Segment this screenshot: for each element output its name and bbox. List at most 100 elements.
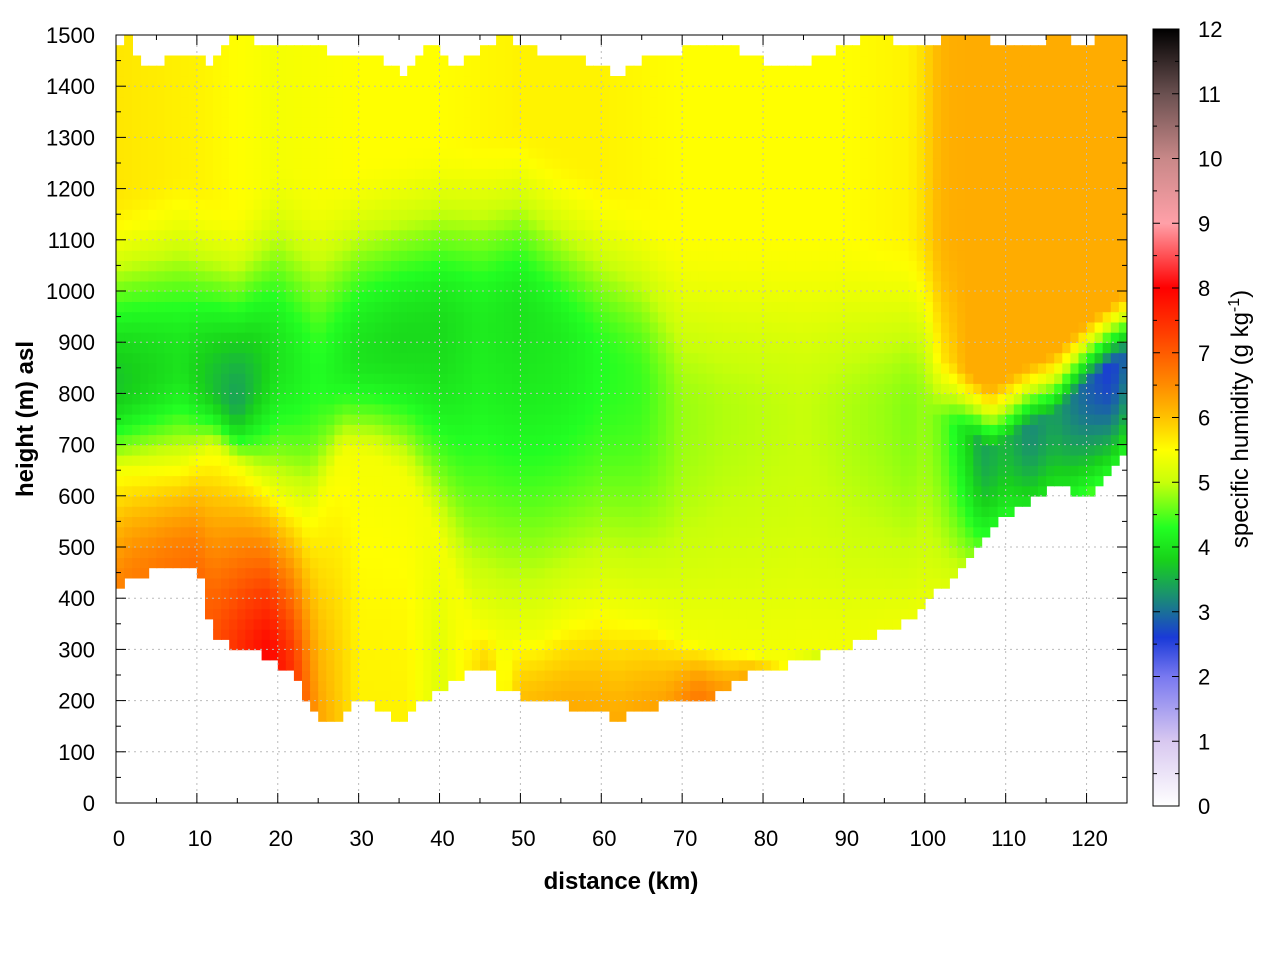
heatmap-cell xyxy=(714,65,724,77)
heatmap-cell xyxy=(302,147,311,159)
heatmap-cell xyxy=(439,352,449,364)
heatmap-cell xyxy=(350,332,360,343)
heatmap-cell xyxy=(277,639,287,651)
heatmap-cell xyxy=(447,270,457,282)
heatmap-cell xyxy=(471,639,481,651)
heatmap-cell xyxy=(706,280,716,292)
heatmap-cell xyxy=(407,352,417,364)
heatmap-cell xyxy=(261,239,271,251)
heatmap-cell xyxy=(609,557,619,569)
heatmap-cell xyxy=(682,465,692,477)
heatmap-cell xyxy=(674,639,683,651)
heatmap-cell xyxy=(156,454,166,466)
heatmap-cell xyxy=(609,219,619,231)
heatmap-cell xyxy=(132,116,142,128)
heatmap-cell xyxy=(520,690,530,702)
heatmap-cell xyxy=(609,444,619,456)
heatmap-cell xyxy=(205,188,214,200)
heatmap-cell xyxy=(552,444,562,456)
heatmap-cell xyxy=(617,454,627,466)
heatmap-cell xyxy=(229,270,239,282)
heatmap-cell xyxy=(512,301,522,313)
heatmap-cell xyxy=(536,403,546,415)
heatmap-cell xyxy=(714,659,724,671)
heatmap-cell xyxy=(447,434,457,446)
heatmap-cell xyxy=(374,659,384,671)
heatmap-cell xyxy=(334,495,344,507)
heatmap-cell xyxy=(471,506,481,517)
heatmap-cell xyxy=(277,321,287,333)
heatmap-cell xyxy=(399,209,408,221)
heatmap-cell xyxy=(746,485,756,497)
heatmap-cell xyxy=(415,55,425,67)
heatmap-cell xyxy=(568,577,578,589)
heatmap-cell xyxy=(568,291,578,302)
heatmap-cell xyxy=(480,116,489,128)
heatmap-cell xyxy=(334,147,344,159)
heatmap-cell xyxy=(455,260,465,272)
heatmap-cell xyxy=(488,475,497,487)
heatmap-cell xyxy=(269,127,279,139)
heatmap-cell xyxy=(698,465,708,477)
heatmap-cell xyxy=(237,157,247,169)
heatmap-cell xyxy=(358,588,368,599)
heatmap-cell xyxy=(544,577,554,589)
heatmap-cell xyxy=(609,588,619,599)
heatmap-cell xyxy=(755,639,764,651)
heatmap-cell xyxy=(730,424,740,436)
heatmap-cell xyxy=(350,588,360,599)
heatmap-cell xyxy=(698,342,708,354)
heatmap-cell xyxy=(536,485,546,497)
heatmap-cell xyxy=(366,639,376,651)
heatmap-cell xyxy=(124,465,133,477)
heatmap-cell xyxy=(245,45,255,57)
heatmap-cell xyxy=(625,669,635,681)
heatmap-cell xyxy=(512,639,522,651)
heatmap-cell xyxy=(649,434,659,446)
heatmap-cell xyxy=(585,567,594,579)
heatmap-cell xyxy=(528,168,538,180)
heatmap-cell xyxy=(180,526,190,538)
heatmap-cell xyxy=(180,403,190,415)
heatmap-cell xyxy=(722,588,732,599)
heatmap-cell xyxy=(585,424,594,436)
heatmap-cell xyxy=(674,76,683,87)
heatmap-cell xyxy=(625,567,635,579)
heatmap-cell xyxy=(560,393,570,405)
heatmap-cell xyxy=(698,198,708,210)
heatmap-cell xyxy=(221,352,230,364)
heatmap-cell xyxy=(358,669,368,681)
heatmap-cell xyxy=(552,55,562,67)
heatmap-cell xyxy=(714,649,724,661)
heatmap-cell xyxy=(431,270,441,282)
heatmap-cell xyxy=(471,372,481,384)
heatmap-cell xyxy=(310,116,319,128)
heatmap-cell xyxy=(666,608,675,620)
heatmap-cell xyxy=(269,557,279,569)
heatmap-cell xyxy=(528,690,538,702)
heatmap-cell xyxy=(779,628,789,640)
heatmap-cell xyxy=(221,557,230,569)
heatmap-cell xyxy=(746,372,756,384)
heatmap-cell xyxy=(690,157,700,169)
heatmap-cell xyxy=(617,608,627,620)
heatmap-cell xyxy=(609,506,619,517)
heatmap-cell xyxy=(310,362,319,374)
heatmap-cell xyxy=(391,147,400,159)
heatmap-cell xyxy=(617,526,627,538)
heatmap-cell xyxy=(172,475,182,487)
heatmap-cell xyxy=(706,372,716,384)
heatmap-cell xyxy=(738,178,748,190)
heatmap-cell xyxy=(326,680,336,692)
heatmap-cell xyxy=(463,342,473,354)
heatmap-cell xyxy=(609,608,619,620)
heatmap-cell xyxy=(140,291,150,302)
heatmap-cell xyxy=(633,506,643,517)
heatmap-cell xyxy=(293,567,303,579)
heatmap-cell xyxy=(366,76,376,87)
heatmap-cell xyxy=(221,332,230,343)
heatmap-cell xyxy=(560,516,570,528)
heatmap-cell xyxy=(229,55,239,67)
heatmap-cell xyxy=(488,526,497,538)
heatmap-cell xyxy=(755,137,764,149)
